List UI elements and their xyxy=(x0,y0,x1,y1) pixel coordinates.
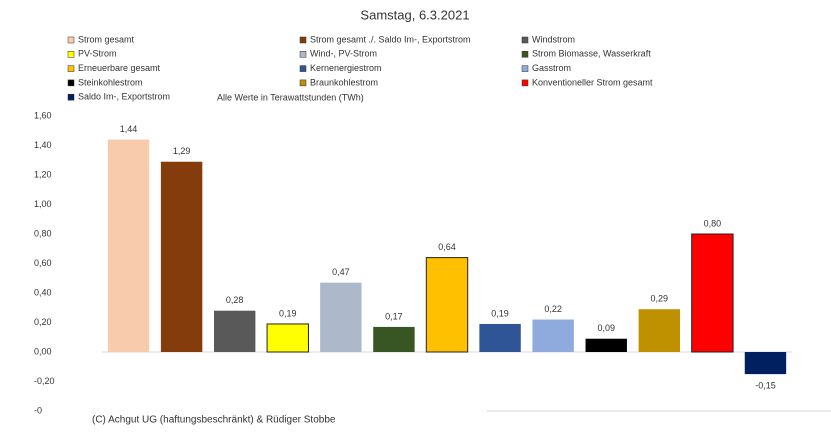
bar xyxy=(373,326,415,352)
value-label: 1,44 xyxy=(120,124,138,134)
legend-swatch xyxy=(67,79,75,87)
y-tick-label: 0,40 xyxy=(34,287,52,297)
legend-swatch xyxy=(299,51,307,58)
y-tick-label: 0,20 xyxy=(34,317,52,327)
legend-swatch xyxy=(67,36,75,44)
bar xyxy=(320,282,362,352)
value-label: 1,29 xyxy=(173,146,191,156)
value-label: 0,17 xyxy=(385,311,403,321)
legend-swatch xyxy=(521,65,529,72)
y-tick-label: 0,00 xyxy=(34,346,52,356)
legend-label: Wind-, PV-Strom xyxy=(310,49,377,59)
legend-label: Strom gesamt ./. Saldo Im-, Exportstrom xyxy=(310,34,471,44)
bar xyxy=(532,319,574,352)
value-label: 0,29 xyxy=(651,294,669,304)
legend-swatch xyxy=(299,79,307,87)
value-label: 0,22 xyxy=(544,304,562,314)
value-label: 0,47 xyxy=(332,267,350,277)
legend-swatch xyxy=(299,36,307,44)
value-label: 0,09 xyxy=(597,323,615,333)
annotation: Alle Werte in Terawattstunden (TWh) xyxy=(217,92,364,102)
y-tick-label: 1,20 xyxy=(34,169,52,179)
legend-label: Strom gesamt xyxy=(78,34,135,44)
bar xyxy=(691,233,734,353)
y-tick-label: 1,60 xyxy=(34,110,52,120)
legend-swatch xyxy=(67,65,75,72)
y-tick-label: 0,80 xyxy=(34,228,52,238)
bar xyxy=(160,161,203,352)
legend-label: Kernenergiestrom xyxy=(310,63,382,73)
legend-swatch xyxy=(67,51,75,58)
legend-label: Konventioneller Strom gesamt xyxy=(532,77,653,87)
value-label: 0,80 xyxy=(704,218,722,228)
y-tick-label: 1,00 xyxy=(34,199,52,209)
legend-label: Saldo Im-, Exportstrom xyxy=(78,92,170,102)
legend-label: PV-Strom xyxy=(78,49,117,59)
legend-swatch xyxy=(521,51,529,58)
legend-swatch xyxy=(521,79,529,87)
footer: (C) Achgut UG (haftungsbeschränkt) & Rüd… xyxy=(92,415,336,426)
bar xyxy=(638,309,681,352)
value-label: 0,64 xyxy=(438,242,456,252)
legend-label: Windstrom xyxy=(532,34,575,44)
y-tick-label: -0,20 xyxy=(34,376,55,386)
bar xyxy=(744,352,787,375)
legend-swatch xyxy=(521,36,529,44)
legend-label: Gasstrom xyxy=(532,63,571,73)
y-tick-label: -0 xyxy=(34,405,42,415)
bar xyxy=(479,323,521,352)
bar xyxy=(425,257,469,353)
y-tick-label: 1,40 xyxy=(34,140,52,150)
y-tick-label: 0,60 xyxy=(34,258,52,268)
value-label: 0,19 xyxy=(491,308,509,318)
legend-label: Steinkohlestrom xyxy=(78,77,143,87)
bar xyxy=(107,139,150,352)
value-label: 0,19 xyxy=(279,308,297,318)
legend-label: Braunkohlestrom xyxy=(310,77,378,87)
bar xyxy=(585,338,627,352)
bar xyxy=(213,310,256,352)
value-label: 0,28 xyxy=(226,295,244,305)
bar xyxy=(266,323,309,353)
chart-title: Samstag, 6.3.2021 xyxy=(360,7,469,22)
legend-label: Erneuerbare gesamt xyxy=(78,63,161,73)
legend-swatch xyxy=(299,65,307,72)
legend-swatch xyxy=(67,93,75,101)
value-label: -0,15 xyxy=(755,381,776,391)
legend-label: Strom Biomasse, Wasserkraft xyxy=(532,49,651,59)
